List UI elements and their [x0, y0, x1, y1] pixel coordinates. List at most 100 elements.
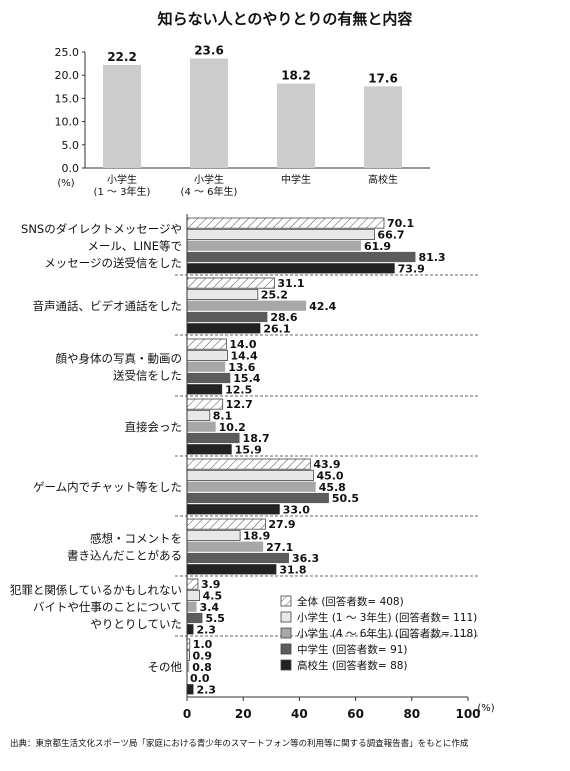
bar-value-label: 36.3: [292, 552, 319, 565]
chart-title: 知らない人とのやりとりの有無と内容: [158, 10, 413, 28]
bar: [187, 612, 203, 624]
y-tick-label: 25.0: [55, 46, 80, 59]
bar-value-label: 31.1: [277, 277, 304, 290]
bar: [186, 349, 228, 361]
bar: [190, 58, 228, 168]
bar: [187, 251, 416, 263]
bar-value-label: 33.0: [283, 503, 310, 516]
x-unit-label: (%): [477, 703, 494, 714]
bar-value-label: 81.3: [418, 251, 445, 264]
x-tick-label: 80: [403, 707, 420, 721]
bar: [187, 481, 316, 492]
bar-value-label: 10.2: [219, 421, 246, 434]
bar: [187, 684, 194, 695]
bar: [186, 277, 275, 289]
bar-value-label: 18.2: [281, 69, 311, 83]
bar: [364, 86, 402, 168]
bar-value-label: 17.6: [368, 71, 398, 85]
y-unit-label: (%): [57, 178, 74, 189]
legend-label: 中学生 (回答者数= 91): [297, 643, 408, 656]
bar: [186, 228, 375, 240]
bar-value-label: 15.4: [233, 372, 260, 385]
bar: [186, 338, 227, 350]
group-label: 顔や身体の写真・動画の: [56, 352, 183, 366]
x-tick-label: 20: [235, 707, 252, 721]
bar-value-label: 13.6: [228, 361, 255, 374]
bar: [187, 300, 307, 311]
bar-value-label: 3.9: [201, 578, 221, 591]
legend-label: 小学生 (4 ～ 6年生) (回答者数= 118): [297, 627, 477, 640]
category-label: 高校生: [368, 173, 398, 186]
legend-label: 高校生 (回答者数= 88): [297, 659, 408, 672]
legend: 全体 (回答者数= 408) 小学生 (1 ～ 3年生) (回答者数= 111) 小…: [280, 595, 477, 672]
bar-value-label: 14.0: [229, 338, 256, 351]
bar: [103, 64, 141, 168]
group-label: メッセージの送受信をした: [44, 256, 182, 270]
bar-value-label: 45.8: [319, 481, 346, 494]
bar-value-label: 26.1: [263, 322, 290, 335]
bar-value-label: 3.4: [200, 601, 220, 614]
bar-value-label: 14.4: [230, 350, 257, 363]
legend-label: 小学生 (1 ～ 3年生) (回答者数= 111): [297, 611, 477, 624]
y-tick-label: 20.0: [55, 69, 80, 82]
category-label: (4 ～ 6年生): [181, 185, 238, 198]
x-tick-label: 40: [291, 707, 308, 721]
bar: [187, 384, 223, 395]
legend-swatch: [280, 643, 292, 655]
bar-value-label: 66.7: [377, 229, 404, 242]
bar: [186, 409, 211, 421]
legend-label: 全体 (回答者数= 408): [297, 595, 404, 608]
x-tick-label: 60: [347, 707, 364, 721]
bar-value-label: 1.0: [193, 638, 213, 651]
bar: [186, 589, 201, 601]
bar: [187, 311, 268, 323]
bar-value-label: 22.2: [107, 50, 137, 64]
bar-value-label: 0.0: [190, 672, 210, 685]
category-label: 小学生: [107, 173, 137, 186]
bar-value-label: 45.0: [316, 470, 343, 483]
bar: [187, 552, 290, 564]
bar-value-label: 0.8: [192, 661, 212, 674]
category-label: (1 ～ 3年生): [94, 185, 151, 198]
bar: [186, 578, 199, 590]
group-label: 感想・コメントを: [90, 532, 182, 546]
bar-value-label: 5.5: [205, 612, 225, 625]
group-label: バイトや仕事のことについて: [33, 600, 182, 614]
bar: [187, 361, 226, 372]
bar: [186, 288, 259, 300]
bar-value-label: 12.7: [226, 398, 253, 411]
y-tick-label: 10.0: [55, 116, 80, 129]
legend-swatch: [280, 659, 292, 671]
bar: [187, 323, 261, 334]
bar-value-label: 25.2: [261, 289, 288, 302]
group-label: その他: [148, 660, 183, 674]
group-label: メール、LINE等で: [87, 239, 182, 253]
group-label: 音声通話、ビデオ通話をした: [33, 299, 183, 313]
bar-value-label: 0.9: [193, 650, 213, 663]
bar: [186, 458, 311, 470]
legend-swatch: [280, 611, 292, 623]
bar-value-label: 73.9: [398, 262, 425, 275]
bar: [187, 372, 231, 384]
bar-value-label: 18.9: [243, 530, 270, 543]
bar: [186, 469, 314, 481]
source-note: 出典：東京都生活文化スポーツ局「家庭における青少年のスマートフォン等の利用等に関…: [10, 738, 469, 749]
bar: [186, 518, 266, 530]
y-tick-label: 5.0: [62, 139, 80, 152]
bar: [186, 217, 385, 229]
bar: [186, 529, 241, 541]
group-label: 犯罪と関係しているかもしれない: [10, 583, 182, 597]
bar: [187, 661, 190, 672]
bar: [187, 564, 277, 575]
bar: [187, 541, 264, 552]
bar-value-label: 43.9: [313, 458, 340, 471]
x-tick-label: 0: [183, 707, 191, 721]
group-label: やりとりしていた: [90, 617, 182, 631]
bar-value-label: 4.5: [203, 590, 223, 603]
group-label: ゲーム内でチャット等をした: [33, 480, 182, 494]
bar-value-label: 2.3: [196, 683, 216, 696]
bar-value-label: 31.8: [279, 563, 306, 576]
bar-value-label: 27.9: [268, 518, 295, 531]
